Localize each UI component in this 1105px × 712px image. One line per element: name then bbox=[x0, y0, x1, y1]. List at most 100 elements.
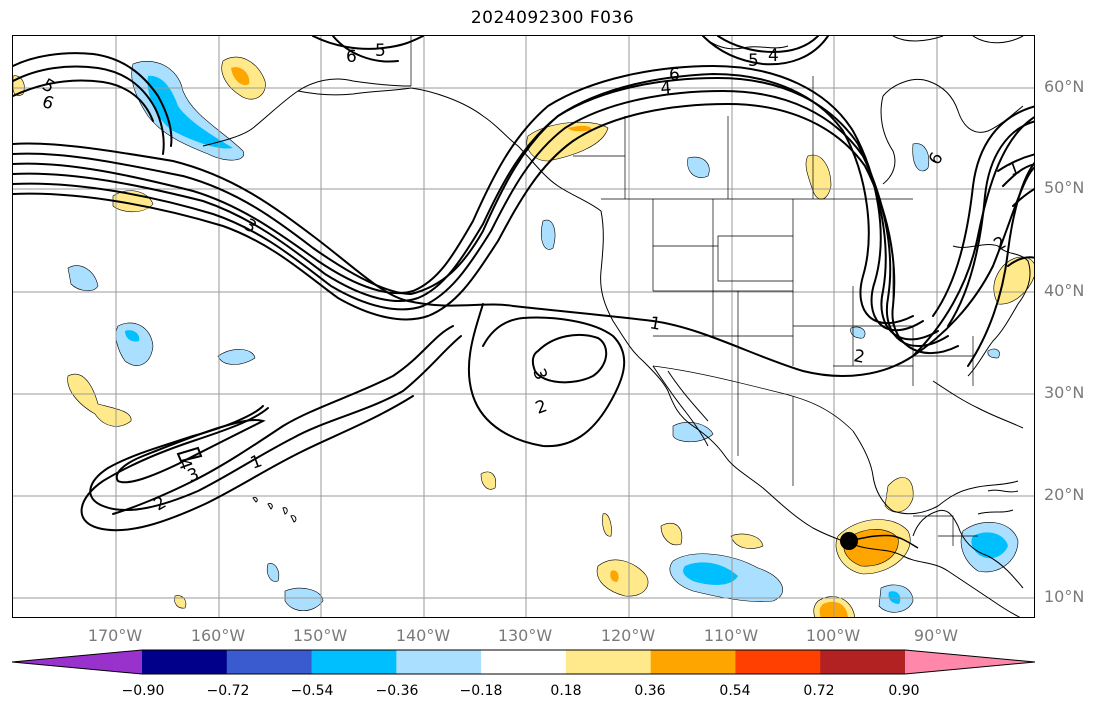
blue-shade-pac-2 bbox=[67, 265, 99, 292]
coast-caribbean bbox=[977, 489, 1019, 515]
contour-label: 2 bbox=[852, 346, 866, 368]
contour-label: 4 bbox=[768, 46, 779, 66]
colorbar-tick-label: 0.18 bbox=[550, 683, 582, 699]
border-canada-provinces bbox=[573, 76, 814, 199]
colorbar-tick-label: −0.72 bbox=[206, 683, 250, 699]
lon-label: 150°W bbox=[292, 626, 348, 645]
contour-5-north bbox=[13, 89, 949, 347]
blue-shade-pac-3 bbox=[115, 322, 154, 366]
colorbar-segment bbox=[650, 650, 736, 674]
colorbar-tick-label: −0.36 bbox=[375, 683, 419, 699]
colorbar-segment bbox=[311, 650, 397, 674]
map-title: 2024092300 F036 bbox=[470, 8, 635, 28]
contour-labels: 1 1 1 2 2 2 2 3 3 3 4 4 4 5 5 5 6 6 6 6 bbox=[39, 41, 1023, 515]
contour-nw-loop-5 bbox=[13, 52, 173, 147]
colorbar-tick-label: −0.54 bbox=[290, 683, 334, 699]
contour-2-tail-b bbox=[80, 395, 414, 532]
colorbar-tick-label: 0.90 bbox=[888, 683, 920, 699]
contour-lines bbox=[13, 36, 1034, 532]
coast-gulf bbox=[852, 380, 1024, 515]
lon-label: 130°W bbox=[497, 626, 553, 645]
map-panel: 1 1 1 2 2 2 2 3 3 3 4 4 4 5 5 5 6 6 6 6 bbox=[12, 35, 1035, 618]
blue-shade-hudson bbox=[912, 143, 930, 172]
blue-core-pac-11 bbox=[683, 562, 738, 585]
blue-shade-baja bbox=[672, 422, 714, 443]
contour-nw-loop-7 bbox=[13, 79, 154, 122]
coast-alaska-panhandle bbox=[410, 87, 602, 212]
contour-label: 2 bbox=[533, 396, 550, 418]
contour-4-tail bbox=[176, 446, 203, 463]
blue-shade-pac-18 bbox=[987, 348, 1000, 359]
coast-central-america bbox=[912, 509, 1024, 589]
contour-2-south-loop bbox=[467, 303, 626, 448]
storm-center-marker bbox=[840, 532, 919, 550]
coast-baja bbox=[652, 365, 709, 447]
lat-label: 10°N bbox=[1044, 587, 1085, 606]
blue-core-caribbean bbox=[971, 532, 1008, 559]
contour-label: 6 bbox=[39, 92, 56, 114]
contour-2-north bbox=[13, 72, 914, 325]
blue-core-alaska bbox=[147, 75, 233, 149]
blue-shade-pac-nw bbox=[541, 219, 556, 250]
contour-4-north bbox=[13, 76, 939, 341]
coast-hawaii bbox=[252, 497, 297, 523]
contour-label: 5 bbox=[748, 51, 759, 71]
colorbar-segment bbox=[481, 650, 567, 674]
contour-east-2 bbox=[1007, 256, 1034, 267]
yellow-shade-pac-8 bbox=[660, 522, 683, 546]
yellow-shade-pac-9 bbox=[730, 533, 764, 549]
orange-core-bering bbox=[231, 67, 250, 86]
colorbar-tick-label: −0.18 bbox=[459, 683, 503, 699]
graticule-grid bbox=[13, 36, 1034, 617]
contour-1-east-top bbox=[997, 153, 1034, 172]
blue-core-pac-3 bbox=[125, 330, 140, 342]
lat-label: 60°N bbox=[1044, 77, 1085, 96]
colorbar-outline bbox=[11, 649, 1036, 675]
lat-label: 50°N bbox=[1044, 178, 1085, 197]
border-mexico-states bbox=[737, 381, 978, 546]
contour-1-main bbox=[13, 142, 1034, 377]
yellow-shade-pac-6 bbox=[480, 471, 496, 490]
contour-1-southwest bbox=[112, 325, 454, 515]
yellow-shade-pac-10 bbox=[596, 559, 649, 597]
yellow-shade-great-lakes bbox=[805, 154, 832, 200]
colorbar-tick-label: 0.54 bbox=[719, 683, 751, 699]
blue-shade-pac-15 bbox=[266, 563, 280, 582]
contour-top-4 bbox=[702, 36, 829, 66]
lon-label: 140°W bbox=[395, 626, 451, 645]
colorbar-extend-low bbox=[12, 650, 142, 674]
contour-6-north bbox=[13, 102, 959, 355]
colorbar bbox=[11, 649, 1036, 675]
lon-label: 170°W bbox=[87, 626, 143, 645]
lon-label: 160°W bbox=[190, 626, 246, 645]
coast-north-america-west bbox=[600, 210, 1021, 617]
contour-2-east-loop bbox=[912, 116, 1034, 367]
lon-label: 100°W bbox=[805, 626, 861, 645]
yellow-shade-pac-16 bbox=[174, 595, 187, 609]
yellow-shade-gulf bbox=[884, 477, 914, 513]
lat-label: 20°N bbox=[1044, 485, 1085, 504]
contour-label: 1 bbox=[648, 313, 662, 335]
lon-label: 90°W bbox=[913, 626, 959, 645]
coast-east bbox=[952, 244, 1031, 377]
colorbar-segment bbox=[226, 650, 313, 674]
lon-label: 120°W bbox=[600, 626, 656, 645]
colorbar-segment bbox=[565, 650, 652, 674]
blue-shade-pac-4 bbox=[217, 349, 256, 365]
contour-top-5 bbox=[312, 36, 424, 50]
colorbar-segment bbox=[735, 650, 821, 674]
yellow-shade-pac-7 bbox=[602, 513, 612, 537]
map-canvas: 1 1 1 2 2 2 2 3 3 3 4 4 4 5 5 5 6 6 6 6 bbox=[13, 36, 1034, 617]
contour-top-5b bbox=[717, 36, 819, 54]
coast-hudson bbox=[880, 79, 1024, 185]
coastlines bbox=[202, 36, 1031, 617]
yellow-shade-pac-5 bbox=[67, 373, 132, 427]
contour-6-east bbox=[932, 105, 1034, 327]
political-borders bbox=[410, 36, 978, 546]
contour-label: 6 bbox=[669, 65, 680, 85]
contour-label: 4 bbox=[660, 78, 673, 99]
colorbar-segment bbox=[142, 650, 228, 674]
contour-top-6 bbox=[332, 36, 399, 63]
colorbar-segment bbox=[396, 650, 482, 674]
storm-center-dot bbox=[840, 532, 858, 550]
